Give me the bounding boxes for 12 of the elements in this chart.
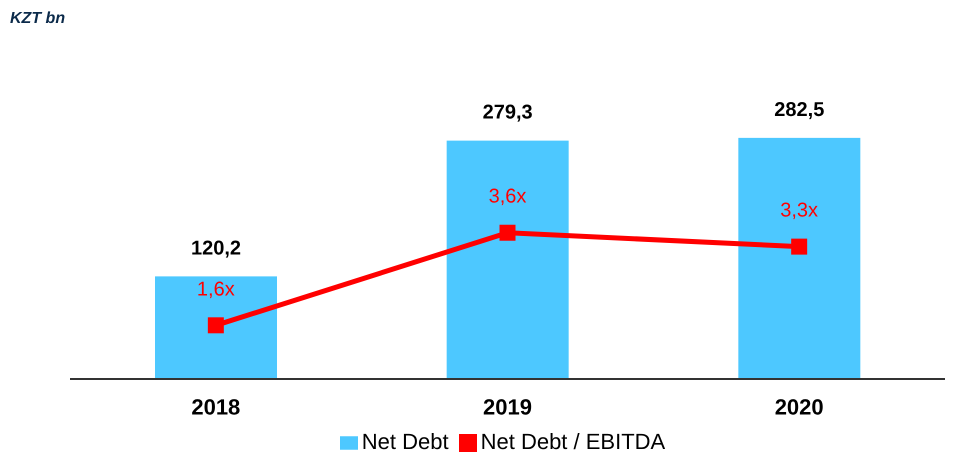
x-tick-label: 2020 [774, 394, 824, 420]
x-tick-label: 2019 [483, 394, 532, 420]
x-tick-label: 2018 [191, 394, 240, 420]
data-label: 279,3 [482, 102, 533, 124]
data-label: 120,2 [190, 237, 242, 260]
legend-label: Net Debt / EBITDA [480, 429, 666, 454]
legend-label: Net Debt [362, 429, 449, 454]
data-label: 3,3x [780, 200, 818, 222]
data-label: 1,6x [196, 278, 235, 300]
data-label: 282,5 [774, 98, 824, 121]
chart-title: KZT bn [10, 10, 66, 28]
data-label: 3,6x [488, 186, 526, 208]
